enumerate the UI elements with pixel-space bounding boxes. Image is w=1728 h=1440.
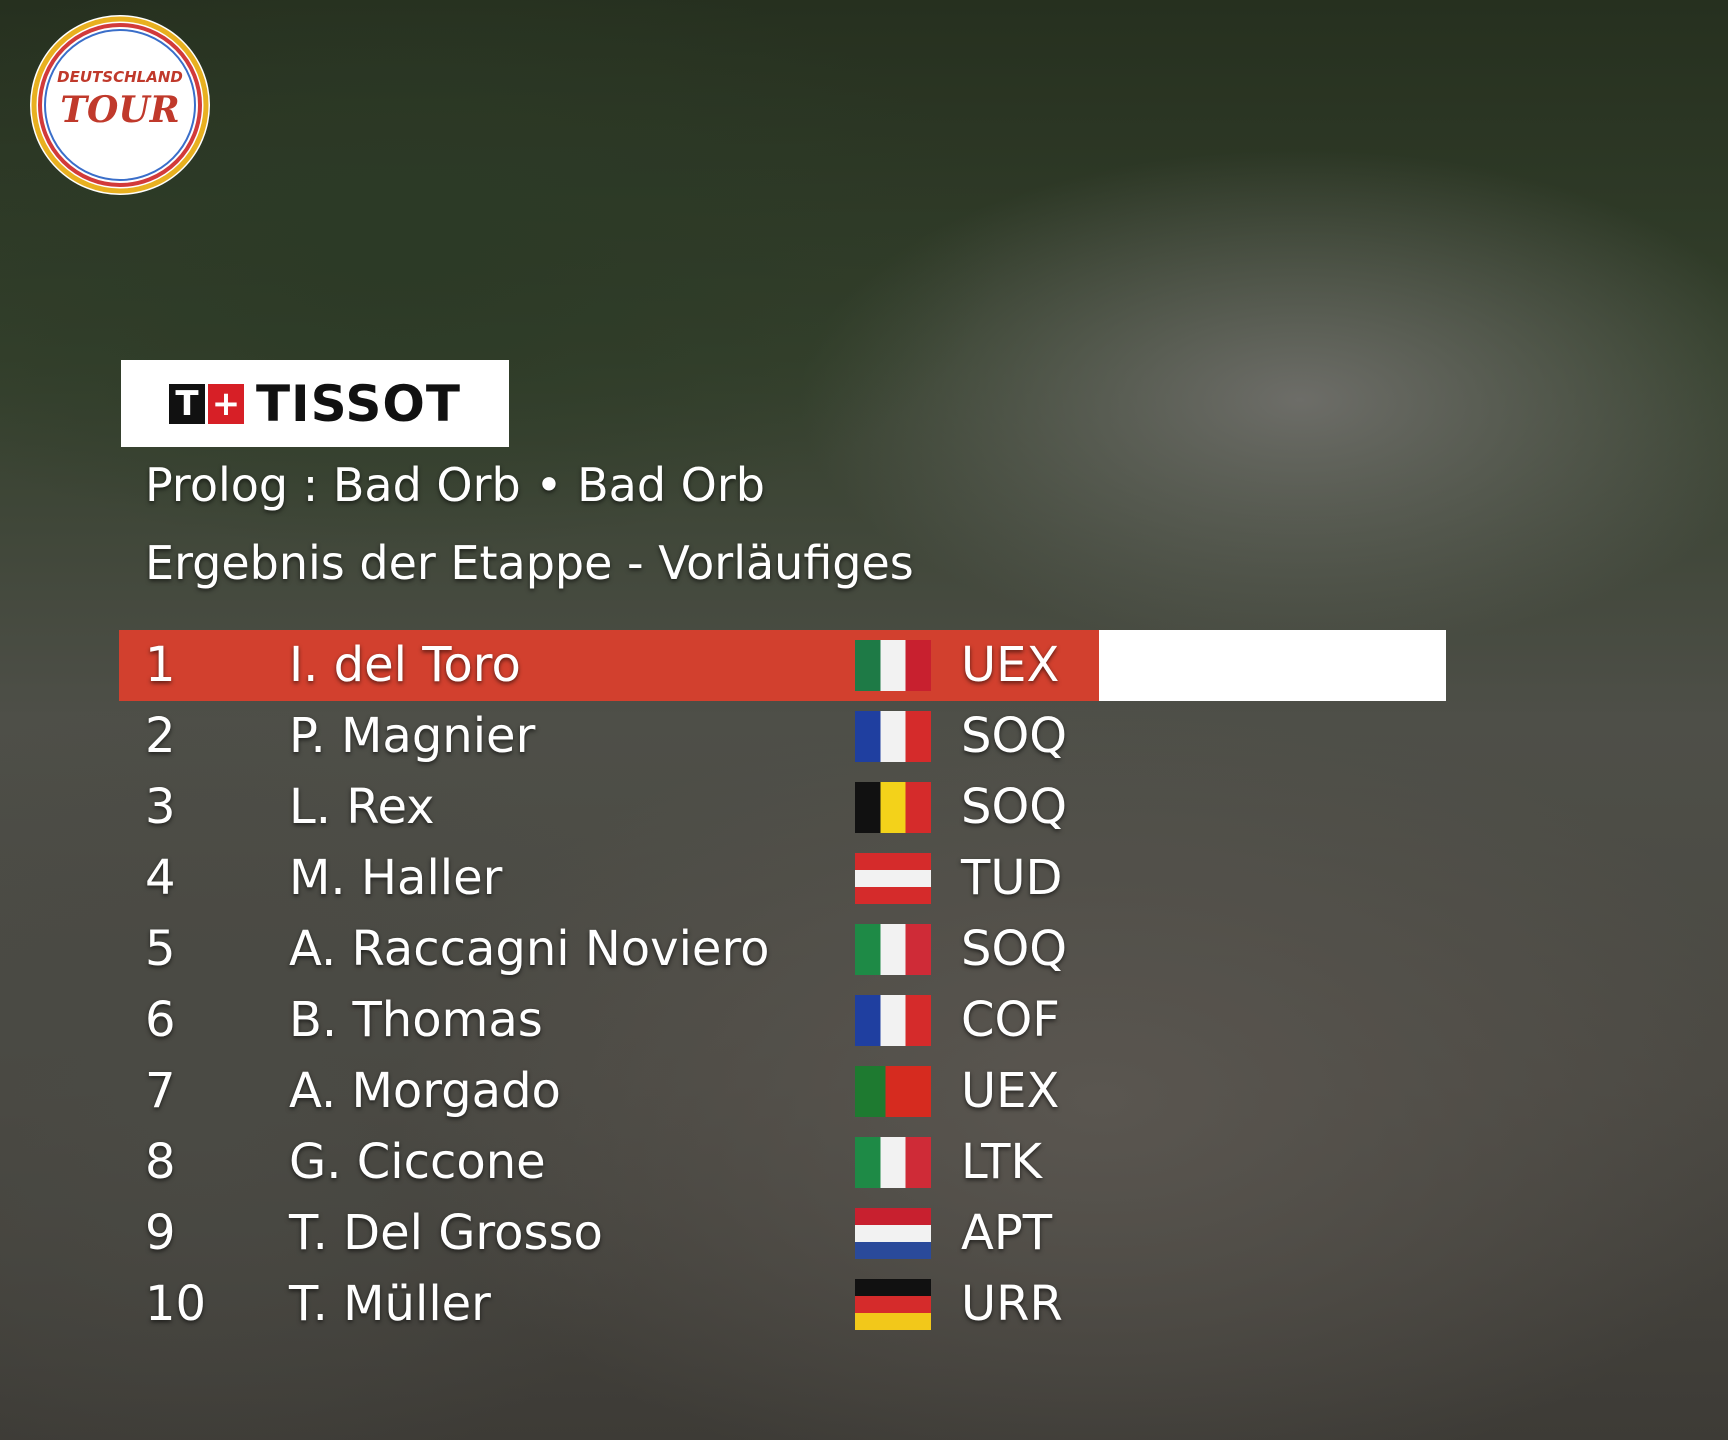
leader-band <box>119 630 1099 701</box>
rank: 9 <box>145 1205 176 1261</box>
rank: 1 <box>145 637 176 693</box>
team-code: SOQ <box>961 779 1068 835</box>
flag <box>855 782 931 833</box>
flag <box>855 1137 931 1188</box>
rank: 2 <box>145 708 176 764</box>
team-code: COF <box>961 992 1060 1048</box>
team-code: TUD <box>961 850 1063 906</box>
flag <box>855 1066 931 1117</box>
flag <box>855 640 931 691</box>
flag <box>855 853 931 904</box>
flag <box>855 924 931 975</box>
team-code: SOQ <box>961 921 1068 977</box>
rider-name: A. Raccagni Noviero <box>289 921 770 977</box>
rank: 5 <box>145 921 176 977</box>
flag <box>855 995 931 1046</box>
rider-name: B. Thomas <box>289 992 543 1048</box>
team-code: UEX <box>961 637 1060 693</box>
rider-name: L. Rex <box>289 779 435 835</box>
rider-name: M. Haller <box>289 850 503 906</box>
race-logo: DEUTSCHLAND TOUR <box>30 15 210 195</box>
sponsor-box: T + TISSOT <box>121 360 509 447</box>
rank: 7 <box>145 1063 176 1119</box>
logo-line1: DEUTSCHLAND <box>57 68 183 86</box>
leader-time-box <box>1099 630 1446 701</box>
flag <box>855 711 931 762</box>
logo-line2: TOUR <box>60 89 179 131</box>
team-code: APT <box>961 1205 1053 1261</box>
sponsor-name: TISSOT <box>255 374 462 433</box>
team-code: URR <box>961 1276 1063 1332</box>
stage-title: Prolog : Bad Orb • Bad Orb <box>145 458 765 512</box>
rank: 8 <box>145 1134 176 1190</box>
rider-name: P. Magnier <box>289 708 536 764</box>
rider-name: A. Morgado <box>289 1063 561 1119</box>
rank: 4 <box>145 850 176 906</box>
rider-name: G. Ciccone <box>289 1134 546 1190</box>
rank: 6 <box>145 992 176 1048</box>
team-code: UEX <box>961 1063 1060 1119</box>
team-code: LTK <box>961 1134 1042 1190</box>
stage-subtitle: Ergebnis der Etappe - Vorläufiges <box>145 536 914 590</box>
flag <box>855 1279 931 1330</box>
rank: 3 <box>145 779 176 835</box>
rider-name: T. Müller <box>289 1276 491 1332</box>
rider-name: I. del Toro <box>289 637 521 693</box>
rank: 10 <box>145 1276 207 1332</box>
sponsor-mark: T + <box>168 383 244 424</box>
team-code: SOQ <box>961 708 1068 764</box>
flag <box>855 1208 931 1259</box>
rider-name: T. Del Grosso <box>289 1205 603 1261</box>
